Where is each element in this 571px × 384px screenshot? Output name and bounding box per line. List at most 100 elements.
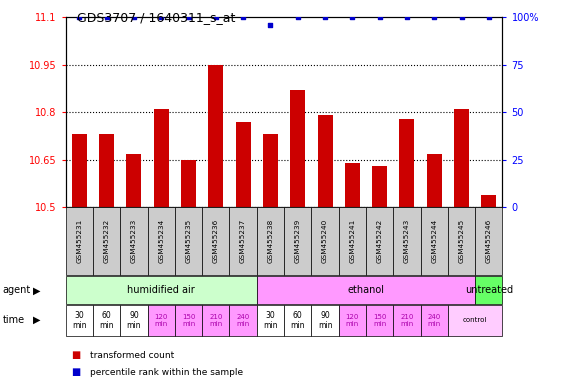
Text: ▶: ▶ [33,285,41,295]
Bar [66,207,93,275]
Bar [202,207,230,275]
Bar [448,305,502,336]
Text: 210
min: 210 min [209,314,223,327]
Bar [366,207,393,275]
Bar [311,207,339,275]
Text: 210
min: 210 min [400,314,413,327]
Text: GSM455246: GSM455246 [486,219,492,263]
Bar [400,119,415,207]
Bar [120,305,147,336]
Bar [230,305,257,336]
Point [320,14,329,20]
Bar [284,207,311,275]
Bar [66,305,93,336]
Text: 60
min: 60 min [99,311,114,330]
Bar [147,207,175,275]
Bar [93,207,120,275]
Bar [175,207,202,275]
Text: GSM455231: GSM455231 [77,219,82,263]
Text: GSM455239: GSM455239 [295,219,301,263]
Point [239,14,248,20]
Bar [448,207,475,275]
Text: transformed count: transformed count [90,351,174,360]
Bar [421,305,448,336]
Text: ■: ■ [71,350,81,360]
Bar [154,109,168,207]
Text: GSM455240: GSM455240 [322,219,328,263]
Bar [339,207,366,275]
Text: 90
min: 90 min [318,311,332,330]
Bar [230,207,257,275]
Bar [147,305,175,336]
Bar [202,305,230,336]
Text: 90
min: 90 min [127,311,141,330]
Point [156,14,166,20]
Bar [427,154,442,207]
Text: 150
min: 150 min [373,314,387,327]
Text: 120
min: 120 min [345,314,359,327]
Bar [475,276,502,304]
Text: 120
min: 120 min [155,314,168,327]
Point [184,14,193,20]
Point [348,14,357,20]
Bar [339,305,366,336]
Point [375,14,384,20]
Text: percentile rank within the sample: percentile rank within the sample [90,368,243,377]
Bar [236,122,251,207]
Bar [126,154,142,207]
Bar [208,65,223,207]
Point [266,22,275,28]
Text: GSM455233: GSM455233 [131,219,137,263]
Text: GSM455234: GSM455234 [158,219,164,263]
Point [484,14,493,20]
Bar [317,116,332,207]
Text: ethanol: ethanol [348,285,384,295]
Point [403,14,412,20]
Text: GSM455242: GSM455242 [377,219,383,263]
Bar [284,305,311,336]
Bar [175,305,202,336]
Text: 30
min: 30 min [72,311,87,330]
Text: GSM455241: GSM455241 [349,219,355,263]
Text: GSM455235: GSM455235 [186,219,191,263]
Bar [290,90,305,207]
Bar [393,305,421,336]
Point [75,14,84,20]
Bar [372,166,387,207]
Text: 240
min: 240 min [428,314,441,327]
Text: GSM455245: GSM455245 [459,219,465,263]
Text: untreated: untreated [465,285,513,295]
Text: GSM455237: GSM455237 [240,219,246,263]
Bar [475,207,502,275]
Bar [263,134,278,207]
Text: 60
min: 60 min [291,311,305,330]
Bar [393,207,421,275]
Point [211,14,220,20]
Bar [99,134,114,207]
Bar [257,305,284,336]
Bar [181,160,196,207]
Text: time: time [3,315,25,325]
Text: GSM455236: GSM455236 [213,219,219,263]
Text: 150
min: 150 min [182,314,195,327]
Text: control: control [463,317,488,323]
Point [457,14,466,20]
Text: GSM455232: GSM455232 [103,219,110,263]
Bar [257,276,475,304]
Point [102,14,111,20]
Bar [481,195,496,207]
Text: GSM455244: GSM455244 [431,219,437,263]
Bar [345,163,360,207]
Text: GSM455238: GSM455238 [267,219,274,263]
Bar [72,134,87,207]
Bar [93,305,120,336]
Bar [311,305,339,336]
Bar [366,305,393,336]
Text: ▶: ▶ [33,315,41,325]
Point [429,14,439,20]
Point [130,14,139,20]
Text: GDS3707 / 1640311_s_at: GDS3707 / 1640311_s_at [77,12,235,25]
Text: 30
min: 30 min [263,311,278,330]
Bar [421,207,448,275]
Text: ■: ■ [71,367,81,377]
